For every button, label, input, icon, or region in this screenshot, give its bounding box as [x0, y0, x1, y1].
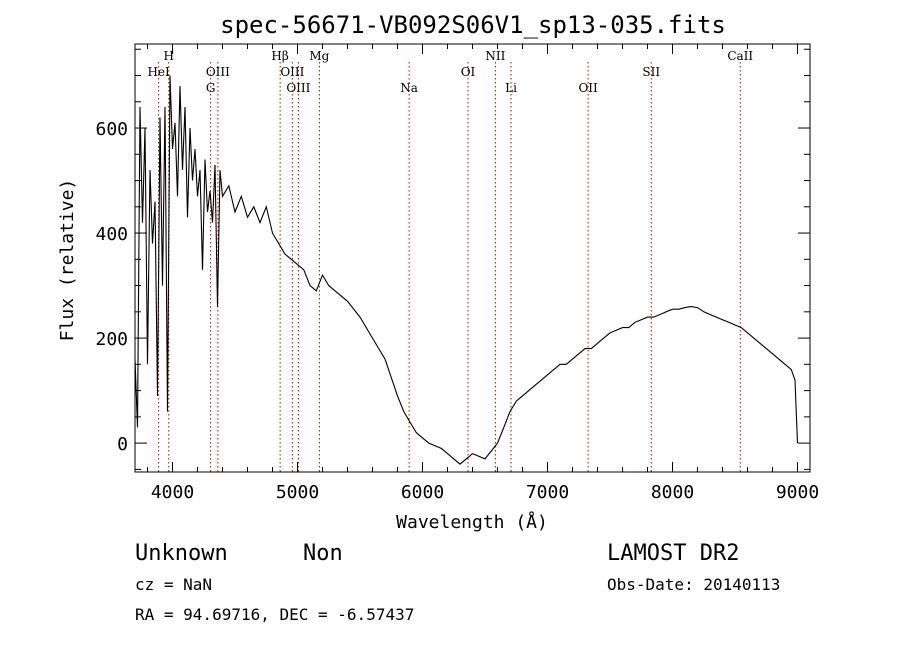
spectral-line-label: HeI [147, 65, 170, 79]
survey-label: LAMOST DR2 [607, 541, 739, 566]
x-axis-label: Wavelength (Å) [396, 511, 548, 533]
spectral-line-label: OIII [280, 65, 304, 79]
x-tick-label: 6000 [401, 482, 444, 503]
y-axis-label: Flux (relative) [57, 179, 78, 342]
ra-dec-text: RA = 94.69716, DEC = -6.57437 [135, 605, 414, 624]
x-tick-label: 5000 [276, 482, 319, 503]
spectral-line-label: SII [642, 65, 660, 79]
spectral-line-label: OIII [206, 65, 230, 79]
spectral-line-label: NII [485, 49, 505, 63]
spectral-line-label: Li [505, 81, 517, 95]
y-tick-label: 200 [95, 329, 128, 350]
spectrum-line [134, 75, 799, 465]
spectral-line-label: OIII [286, 81, 310, 95]
spectral-line-label: OI [461, 65, 476, 79]
cz-text: cz = NaN [135, 575, 212, 594]
subclass-label: Non [303, 541, 343, 566]
plot-frame [134, 43, 811, 473]
spectrum-series [134, 75, 799, 465]
spectral-line-label: Hβ [271, 49, 288, 63]
y-tick-label: 600 [95, 119, 128, 140]
spectral-line-label: Na [400, 81, 418, 95]
y-tick-label: 400 [95, 224, 128, 245]
x-tick-label: 7000 [526, 482, 569, 503]
axis-ticks: 4000 5000 6000 7000 8000 9000 0 200 400 600 [95, 44, 819, 503]
spectral-line-label: OII [578, 81, 598, 95]
spectral-line-label: CaII [727, 49, 753, 63]
spectral-line-label: Mg [309, 49, 329, 63]
obs-date-text: Obs-Date: 20140113 [607, 575, 780, 594]
y-tick-label: 0 [117, 434, 128, 455]
x-tick-label: 8000 [651, 482, 694, 503]
spectral-line-label: G [206, 81, 216, 95]
spectral-line-markers: H HeI OIII G Hβ OIII OIII Mg Na OI NII Li OII SII CaII [147, 49, 753, 472]
chart-title: spec-56671-VB092S06V1_sp13-035.fits [220, 11, 726, 39]
spectral-line-label: H [164, 49, 174, 63]
x-tick-label: 9000 [776, 482, 819, 503]
x-tick-label: 4000 [151, 482, 194, 503]
class-label: Unknown [135, 541, 228, 566]
